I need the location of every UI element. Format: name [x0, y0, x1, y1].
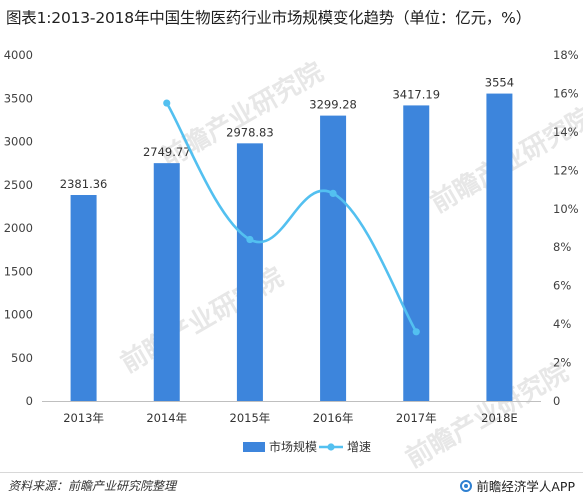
- brand: 前瞻经济学人APP: [460, 476, 575, 495]
- chart: 0 500 1000 1500 2000 2500 3000 3500 4000 0 2% 4% 6% 8…: [4, 48, 579, 454]
- x-tick-label: 2013年: [63, 411, 104, 425]
- y-left-tick-label: 0: [26, 394, 33, 408]
- bar-3: [236, 143, 263, 401]
- growth-point: [163, 99, 171, 107]
- x-tick-label: 2014年: [146, 411, 187, 425]
- y-right-tick-label: 18%: [553, 48, 579, 62]
- legend-label: 增速: [347, 440, 371, 454]
- bar-value-label: 2749.77: [143, 145, 191, 159]
- growth-line: [165, 102, 418, 333]
- y-left-tick-label: 3000: [4, 135, 33, 149]
- growth-point: [329, 189, 337, 197]
- x-tick-label: 2018E: [481, 411, 518, 425]
- brand-logo-icon: [460, 479, 473, 492]
- y-right-tick-label: 14%: [553, 125, 579, 139]
- y-left-tick-label: 2000: [4, 221, 33, 235]
- y-right-tick-label: 16%: [553, 86, 579, 100]
- growth-point: [412, 328, 420, 336]
- bar-value-label: 3299.28: [309, 98, 357, 112]
- bar-1: [70, 195, 97, 401]
- y-right-tick-label: 10%: [553, 202, 579, 216]
- footer-divider: [0, 472, 583, 473]
- y-left-tick-label: 1500: [4, 264, 33, 278]
- x-tick-label: 2016年: [313, 411, 354, 425]
- bar-value-label: 3554: [485, 76, 514, 90]
- y-left-tick-label: 4000: [4, 48, 33, 62]
- x-tick-label: 2015年: [230, 411, 271, 425]
- y-right-tick-label: 8%: [553, 240, 571, 254]
- bar-5: [403, 105, 430, 402]
- bar-value-label: 2978.83: [226, 125, 274, 139]
- y-left-tick-label: 3500: [4, 91, 33, 105]
- legend-bar-swatch: [243, 442, 265, 452]
- source-note: 资料来源：前瞻产业研究院整理: [8, 479, 177, 493]
- bar-value-label: 2381.36: [60, 177, 108, 191]
- bar-value-label: 3417.19: [392, 87, 440, 101]
- bar-6: [486, 93, 513, 401]
- y-right-tick-label: 2%: [553, 356, 571, 370]
- bar-2: [153, 163, 180, 401]
- chart-title: 图表1:2013-2018年中国生物医药行业市场规模变化趋势（单位：亿元，%）: [6, 9, 531, 27]
- y-left-tick-label: 2500: [4, 178, 33, 192]
- legend-label: 市场规模: [269, 439, 317, 454]
- growth-point: [246, 235, 254, 244]
- bar-4: [320, 115, 347, 402]
- legend-line-marker: [327, 443, 335, 451]
- x-tick-label: 2017年: [396, 411, 437, 425]
- y-right-tick-label: 0: [553, 394, 560, 408]
- brand-label: 前瞻经济学人APP: [476, 479, 575, 494]
- y-right-tick-label: 4%: [553, 317, 571, 331]
- y-left-tick-label: 1000: [4, 308, 33, 322]
- y-left-tick-label: 500: [11, 351, 33, 365]
- y-right-tick-label: 12%: [553, 163, 579, 177]
- y-right-tick-label: 6%: [553, 279, 571, 293]
